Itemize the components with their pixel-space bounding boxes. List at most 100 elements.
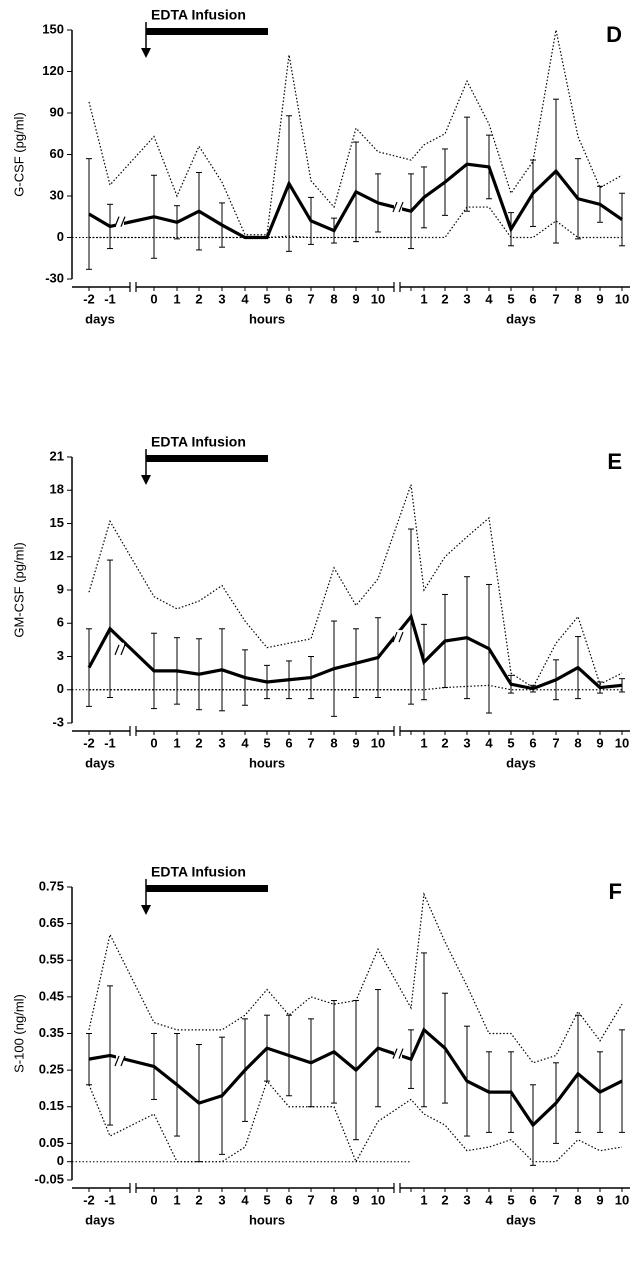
break-gap [394, 1046, 402, 1061]
x-tick-label: 9 [352, 1192, 359, 1207]
x-tick-label: -2 [83, 291, 95, 306]
error-bar [597, 1051, 603, 1133]
error-bar [86, 628, 92, 707]
y-tick-label: 150 [42, 21, 64, 36]
break-gap [394, 200, 402, 215]
x-tick-label: 7 [307, 291, 314, 306]
infusion-bar [146, 885, 268, 892]
x-tick-label: 8 [574, 735, 581, 750]
x-tick-label: 1 [173, 291, 180, 306]
x-tick-label: 2 [195, 1192, 202, 1207]
error-bar [219, 628, 225, 712]
error-bar [530, 684, 536, 693]
error-bar [421, 166, 427, 229]
x-tick-label: -1 [104, 291, 116, 306]
error-bar [575, 1014, 581, 1133]
x-tick-label: 2 [441, 1192, 448, 1207]
y-axis-label: G-CSF (pg/ml) [11, 112, 26, 197]
x-tick-label: 4 [241, 735, 249, 750]
x-tick-label: 6 [285, 291, 292, 306]
y-tick-label: -30 [45, 270, 64, 285]
error-bar [219, 202, 225, 248]
x-tick-label: -1 [104, 735, 116, 750]
y-axis-label: S-100 (ng/ml) [11, 994, 26, 1073]
error-bar [508, 212, 514, 247]
y-tick-label: 60 [50, 146, 64, 161]
error-bar [530, 1084, 536, 1166]
x-tick-label: 2 [195, 291, 202, 306]
infusion-arrowhead [141, 475, 151, 485]
break-gap [116, 1053, 124, 1068]
error-bar [174, 205, 180, 240]
error-bar [286, 1014, 292, 1097]
x-tick-label: 4 [485, 291, 493, 306]
x-tick-label: 6 [285, 735, 292, 750]
error-bar [308, 196, 314, 245]
panel-letter: F [609, 879, 622, 904]
x-tick-label: 10 [371, 735, 385, 750]
x-tick-label: 6 [529, 735, 536, 750]
annotation: EDTA Infusion [151, 434, 246, 450]
x-tick-label: 3 [218, 735, 225, 750]
range-line [88, 1079, 623, 1164]
break-mark [114, 216, 126, 227]
y-tick-label: 9 [57, 581, 64, 596]
error-bar [375, 173, 381, 233]
x-tick-label: 5 [263, 735, 270, 750]
y-tick-label: 0.45 [39, 988, 64, 1003]
error-bar [331, 620, 337, 717]
error-bar [442, 148, 448, 216]
x-tick-label: 7 [552, 1192, 559, 1207]
annotation: EDTA Infusion [151, 864, 246, 880]
error-bar [286, 660, 292, 700]
x-group-label: days [506, 755, 536, 770]
error-bar [264, 664, 270, 700]
error-bar [486, 583, 492, 714]
x-tick-label: 9 [352, 291, 359, 306]
error-bar [219, 1036, 225, 1155]
range-line [89, 684, 622, 691]
x-tick-label: 10 [615, 1192, 629, 1207]
x-tick-label: 5 [263, 291, 270, 306]
error-bar [174, 637, 180, 705]
x-tick-label: 3 [463, 735, 470, 750]
mean-line [87, 613, 623, 691]
error-bar [375, 617, 381, 699]
error-bar [242, 1018, 248, 1122]
x-tick-label: 1 [173, 735, 180, 750]
x-tick-label: 7 [307, 1192, 314, 1207]
x-tick-label: 7 [552, 291, 559, 306]
range-line [89, 206, 622, 239]
y-tick-label: 6 [57, 615, 64, 630]
y-tick-label: 0.15 [39, 1098, 64, 1113]
error-bar [508, 1051, 514, 1133]
range-line [88, 29, 623, 236]
x-tick-label: 4 [241, 1192, 249, 1207]
error-bar [107, 559, 113, 699]
x-tick-label: 7 [552, 735, 559, 750]
error-bar [286, 115, 292, 252]
x-tick-label: 2 [441, 735, 448, 750]
error-bar [308, 656, 314, 700]
x-tick-label: 0 [150, 291, 157, 306]
x-group-label: hours [249, 755, 285, 770]
x-tick-label: 1 [420, 735, 427, 750]
y-tick-label: 120 [42, 63, 64, 78]
y-tick-label: -0.05 [34, 1171, 64, 1186]
infusion-bar [146, 28, 268, 35]
x-tick-label: 8 [330, 1192, 337, 1207]
x-tick-label: 5 [507, 291, 514, 306]
y-tick-label: 15 [50, 515, 64, 530]
error-bar [174, 1033, 180, 1137]
error-bar [107, 985, 113, 1126]
y-tick-label: 0 [57, 1153, 64, 1168]
y-tick-label: 18 [50, 482, 64, 497]
x-group-label: days [85, 311, 115, 326]
x-tick-label: 5 [507, 1192, 514, 1207]
y-tick-label: 0.75 [39, 878, 64, 893]
y-tick-label: 0 [57, 229, 64, 244]
break-gap [116, 642, 124, 657]
error-bar [421, 952, 427, 1108]
error-bar [486, 1051, 492, 1133]
x-tick-label: 9 [352, 735, 359, 750]
